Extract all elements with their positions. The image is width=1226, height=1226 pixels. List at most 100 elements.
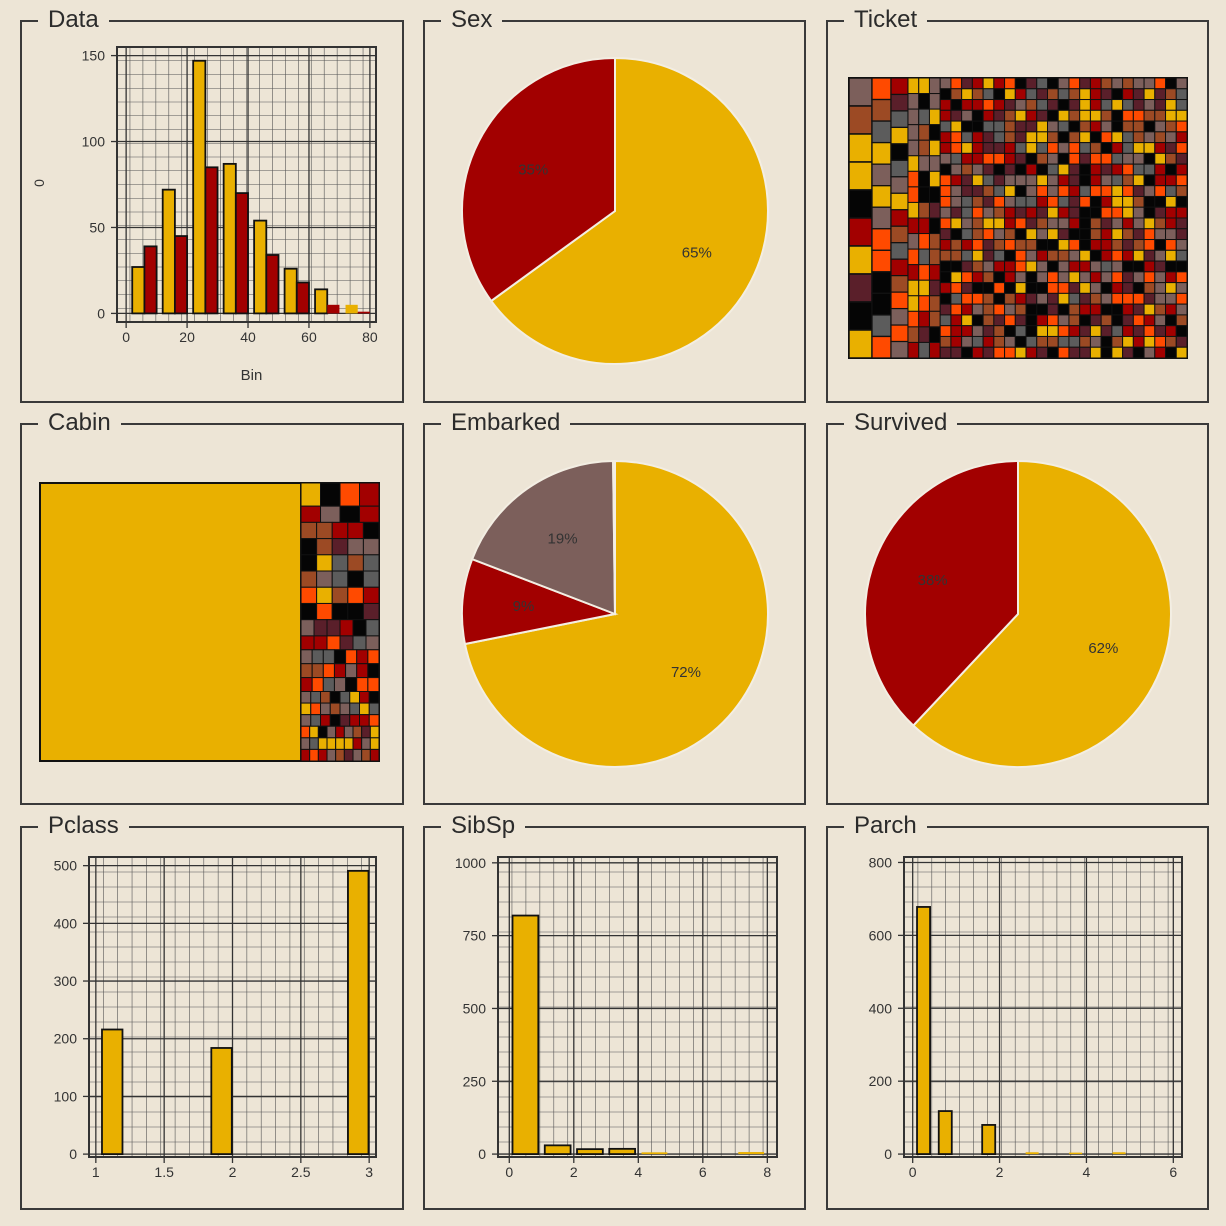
treemap-tile [1068, 195, 1081, 208]
treemap-tile [961, 282, 973, 294]
treemap-tile [950, 346, 963, 359]
treemap-tile [950, 88, 963, 101]
treemap-tile [1047, 335, 1059, 348]
treemap-tile [1143, 142, 1156, 154]
treemap-tile [1057, 217, 1070, 230]
slice-label: 38% [918, 572, 948, 589]
treemap-tile [1143, 303, 1156, 316]
pie-slice [612, 459, 616, 615]
treemap-tile [1089, 206, 1102, 219]
plot-frame [116, 46, 377, 323]
treemap-tile [907, 77, 920, 95]
treemap-tile [928, 279, 941, 297]
treemap-tile [928, 310, 941, 328]
treemap-tile [1089, 260, 1102, 273]
treemap-tile [950, 174, 963, 187]
chart-sex: 65% 35% [461, 56, 769, 365]
treemap-tile [331, 538, 349, 556]
treemap-tile [1175, 249, 1188, 262]
treemap-tile [928, 248, 941, 266]
treemap-tile [871, 120, 892, 144]
treemap-tile [1089, 303, 1102, 316]
treemap-tile [1079, 99, 1091, 111]
treemap-tile [1047, 260, 1059, 273]
treemap-tile [362, 521, 380, 540]
y-tick-label: 200 [54, 1031, 78, 1047]
treemap-tile [1057, 249, 1070, 262]
bar [641, 1152, 668, 1155]
treemap-tile [1111, 325, 1124, 337]
treemap-tile [1014, 346, 1027, 359]
treemap-tile [1175, 185, 1188, 197]
treemap-tile [939, 120, 952, 133]
treemap-tile [928, 170, 941, 188]
treemap-tile [1089, 325, 1102, 337]
treemap-tile [1025, 99, 1038, 111]
treemap-tile [1068, 292, 1081, 305]
treemap-tile [1132, 303, 1145, 316]
treemap-tile [1154, 77, 1167, 90]
x-tick-label: 8 [763, 1164, 771, 1180]
treemap-tile [1004, 99, 1016, 111]
treemap-tile [1025, 120, 1038, 133]
treemap-tile [993, 77, 1006, 90]
treemap-tile [890, 176, 909, 194]
treemap-tile [1175, 239, 1188, 251]
treemap-tile [982, 195, 995, 208]
treemap-tile [1068, 228, 1081, 241]
treemap-tile [1165, 174, 1177, 187]
x-tick-label: 2 [229, 1164, 237, 1180]
treemap-tile [1047, 292, 1059, 305]
treemap-tile [890, 192, 909, 211]
treemap-tile [1175, 260, 1188, 273]
treemap-tile [1036, 249, 1048, 262]
treemap-tile [848, 245, 873, 275]
treemap-tile [1100, 120, 1113, 133]
treemap-tile [1089, 314, 1102, 327]
treemap-tile [359, 702, 370, 716]
bar [253, 219, 268, 315]
treemap-tile [1025, 335, 1038, 348]
treemap-tile [1132, 152, 1145, 165]
treemap-tile [359, 691, 370, 704]
treemap-tile [1079, 131, 1091, 144]
treemap-tile [1036, 282, 1048, 294]
treemap-tile [352, 725, 363, 739]
treemap-tile [1175, 325, 1188, 337]
treemap-tile [347, 521, 364, 540]
treemap-tile [300, 521, 318, 540]
treemap-tile [890, 110, 909, 129]
treemap-tile [982, 163, 995, 176]
treemap-tile [971, 271, 984, 284]
treemap-tile [335, 725, 345, 739]
treemap-tile [1154, 239, 1167, 251]
treemap-tile [971, 260, 984, 273]
treemap-tile [1175, 228, 1188, 241]
treemap-tile [1089, 109, 1102, 122]
y-tick-label: 400 [869, 1000, 893, 1016]
treemap-tile [993, 195, 1006, 208]
treemap-tile [1014, 217, 1027, 230]
bar [357, 311, 370, 314]
treemap-tile [300, 691, 312, 704]
treemap-tile [1154, 131, 1167, 144]
panel-title: Cabin [38, 409, 121, 437]
treemap-tile [950, 249, 963, 262]
treemap-tile [1079, 195, 1091, 208]
treemap-tile [345, 677, 358, 693]
treemap-tile [1111, 217, 1124, 230]
treemap-tile [1068, 109, 1081, 122]
treemap-tile [335, 737, 345, 750]
treemap-tile [1057, 88, 1070, 101]
treemap-tile [1036, 346, 1048, 359]
treemap-tile [907, 217, 920, 235]
treemap-tile [1165, 228, 1177, 241]
chart-cabin [39, 482, 380, 762]
treemap-tile [1014, 260, 1027, 273]
treemap-tile [939, 217, 952, 230]
treemap-tile [1143, 195, 1156, 208]
treemap-tile [993, 346, 1006, 359]
treemap-tile [1036, 163, 1048, 176]
treemap-tile [939, 325, 952, 337]
x-tick-label: 2 [996, 1164, 1004, 1180]
